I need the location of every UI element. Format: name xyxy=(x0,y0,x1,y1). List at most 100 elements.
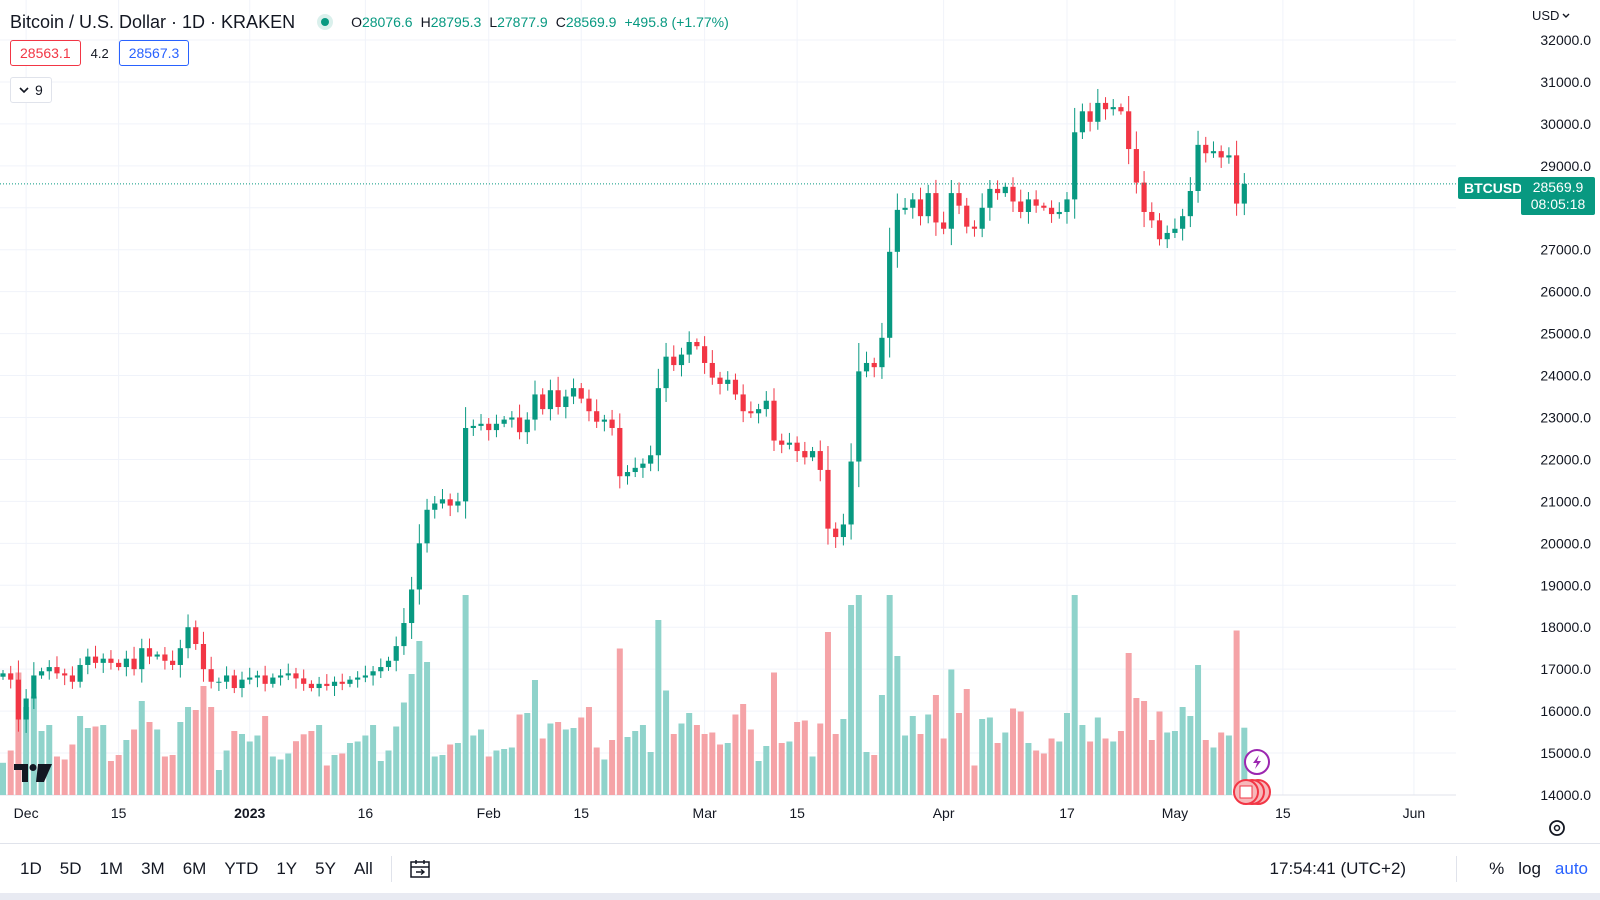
candle-body xyxy=(863,362,870,372)
volume-bar xyxy=(208,707,215,795)
candle-body xyxy=(956,193,962,206)
price-tick-label: 22000.0 xyxy=(1540,451,1591,467)
volume-bar xyxy=(855,595,862,795)
time-tick-label: May xyxy=(1162,805,1188,821)
volume-bar xyxy=(578,717,585,795)
candle-body xyxy=(293,673,299,679)
percent-scale-toggle[interactable]: % xyxy=(1489,859,1505,878)
timeframe-6m[interactable]: 6M xyxy=(182,859,207,878)
volume-bar xyxy=(192,710,199,795)
price-tick-label: 26000.0 xyxy=(1540,284,1591,300)
price-tick-label: 32000.0 xyxy=(1540,32,1591,48)
volume-bar xyxy=(678,723,685,795)
candle-body xyxy=(941,222,947,229)
candle-body xyxy=(223,675,230,682)
timeframe-3m[interactable]: 3M xyxy=(141,859,165,878)
change-value: +495.8 (+1.77%) xyxy=(624,14,729,30)
candle-body xyxy=(925,193,931,217)
time-tick-label: 15 xyxy=(573,805,589,821)
candle-body xyxy=(524,419,530,433)
volume-bar xyxy=(478,729,485,795)
candle-body xyxy=(948,193,954,229)
auto-scale-toggle[interactable]: auto xyxy=(1554,859,1588,878)
sell-button[interactable]: 28563.1 xyxy=(10,40,81,66)
volume-bar xyxy=(1010,708,1017,795)
date-range-icon[interactable] xyxy=(410,859,432,879)
currency-select[interactable]: USD xyxy=(1532,8,1570,23)
candle-body xyxy=(85,656,91,665)
candle-body xyxy=(15,679,22,720)
volume-bar xyxy=(585,707,592,795)
symbol-title[interactable]: Bitcoin / U.S. Dollar · 1D · KRAKEN xyxy=(10,11,296,32)
volume-bar xyxy=(316,725,323,795)
volume-bar xyxy=(131,729,138,795)
time-tick-label: 15 xyxy=(1275,805,1291,821)
volume-bar xyxy=(917,734,924,795)
candle-body xyxy=(1095,102,1101,122)
time-axis[interactable]: Dec 15 2023 16 Feb 15 Mar 15 Apr 17 May 15 Jun xyxy=(14,805,1426,821)
candle-body xyxy=(617,427,623,477)
volume-bar xyxy=(524,713,531,795)
volume-bar xyxy=(185,707,192,795)
volume-bar xyxy=(832,734,839,795)
candle-body xyxy=(879,337,885,368)
volume-bar xyxy=(1079,725,1086,795)
volume-bar xyxy=(161,756,168,795)
candle-body xyxy=(208,669,214,682)
volume-bar xyxy=(470,735,477,795)
currency-label: USD xyxy=(1532,8,1560,23)
candle-body xyxy=(116,662,122,668)
candle-body xyxy=(447,499,453,506)
candle-body xyxy=(563,396,569,408)
timeframe-1m[interactable]: 1M xyxy=(99,859,124,878)
low-label: L xyxy=(489,14,498,30)
timeframe-1y[interactable]: 1Y xyxy=(276,859,298,878)
buy-button[interactable]: 28567.3 xyxy=(118,40,190,66)
volume-bar xyxy=(1110,741,1117,795)
volume-bar xyxy=(663,690,670,795)
log-scale-toggle[interactable]: log xyxy=(1518,859,1541,878)
timeframe-ytd[interactable]: YTD xyxy=(224,859,259,878)
volume-bar xyxy=(794,722,801,795)
volume-bar xyxy=(809,756,816,795)
volume-bar xyxy=(547,723,554,795)
market-status-dot xyxy=(321,18,330,26)
timeframe-all[interactable]: All xyxy=(353,859,373,878)
candle-body xyxy=(123,658,129,668)
price-axis[interactable]: 32000.031000.030000.029000.028000.027000… xyxy=(1540,32,1591,803)
price-chart[interactable]: 32000.031000.030000.029000.028000.027000… xyxy=(0,0,1600,843)
candle-body xyxy=(493,423,500,431)
volume-bar xyxy=(1117,731,1124,795)
candle-body xyxy=(1203,144,1209,154)
tradingview-logo[interactable] xyxy=(14,764,52,782)
volume-bar xyxy=(1071,595,1078,795)
candle-body xyxy=(624,472,631,477)
volume-bar xyxy=(154,729,161,795)
candle-body xyxy=(100,658,106,663)
volume-bar xyxy=(53,756,60,795)
volume-bar xyxy=(254,735,261,795)
volume-bar xyxy=(693,725,700,795)
candle-body xyxy=(802,451,808,458)
timeframe-5y[interactable]: 5Y xyxy=(315,859,336,878)
volume-bar xyxy=(377,761,384,795)
candle-body xyxy=(62,673,68,676)
indicators-toggle[interactable]: 9 xyxy=(10,77,52,103)
time-tick-label: 15 xyxy=(789,805,805,821)
candle-body xyxy=(694,342,700,347)
session-clock[interactable]: 17:54:41 (UTC+2) xyxy=(1269,859,1407,878)
settings-gear-icon[interactable] xyxy=(1549,820,1565,836)
candle-body xyxy=(1156,220,1163,240)
volume-bar xyxy=(77,716,84,795)
volume-bar xyxy=(246,741,253,795)
volume-bar xyxy=(177,722,184,795)
toolbar-divider xyxy=(390,856,392,882)
timeframe-5d[interactable]: 5D xyxy=(59,859,82,878)
volume-bar xyxy=(346,743,353,795)
timeframe-1d[interactable]: 1D xyxy=(20,859,42,878)
candle-body xyxy=(1110,107,1116,110)
volume-bar xyxy=(501,749,508,795)
candle-body xyxy=(393,646,399,661)
event-icons[interactable] xyxy=(1233,749,1271,805)
candle-body xyxy=(247,677,253,680)
